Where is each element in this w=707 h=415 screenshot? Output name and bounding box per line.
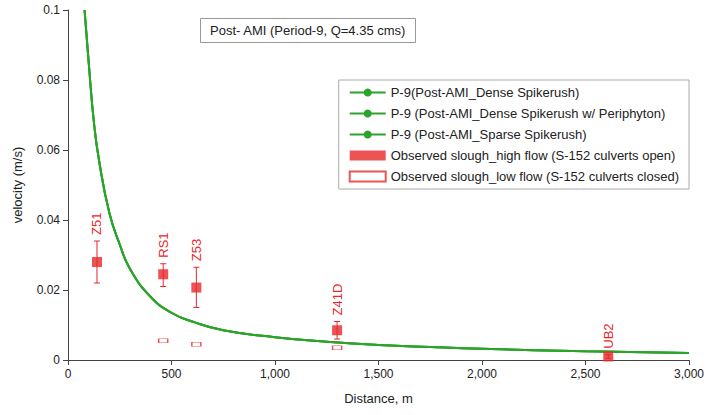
svg-text:P-9 (Post-AMI_Dense Spikerush: P-9 (Post-AMI_Dense Spikerush w/ Periphy… bbox=[391, 106, 666, 121]
svg-text:P-9(Post-AMI_Dense Spikerush): P-9(Post-AMI_Dense Spikerush) bbox=[391, 85, 580, 100]
svg-text:Z41D: Z41D bbox=[330, 284, 345, 316]
svg-text:Post- AMI (Period-9, Q=4.35 cm: Post- AMI (Period-9, Q=4.35 cms) bbox=[210, 23, 405, 38]
svg-text:UB2: UB2 bbox=[601, 323, 616, 348]
svg-text:0.08: 0.08 bbox=[37, 73, 61, 87]
svg-text:1,500: 1,500 bbox=[363, 367, 393, 381]
svg-text:P-9 (Post-AMI_Sparse Spikerush: P-9 (Post-AMI_Sparse Spikerush) bbox=[391, 127, 587, 142]
svg-text:3,000: 3,000 bbox=[674, 367, 704, 381]
svg-text:RS1: RS1 bbox=[156, 232, 171, 257]
svg-text:0.06: 0.06 bbox=[37, 143, 61, 157]
svg-text:Z53: Z53 bbox=[189, 239, 204, 261]
svg-text:0.04: 0.04 bbox=[37, 213, 61, 227]
svg-text:Observed slough_low flow (S-15: Observed slough_low flow (S-152 culverts… bbox=[391, 169, 679, 184]
svg-text:0.02: 0.02 bbox=[37, 283, 61, 297]
svg-text:500: 500 bbox=[161, 367, 181, 381]
svg-text:2,500: 2,500 bbox=[570, 367, 600, 381]
svg-text:0.1: 0.1 bbox=[43, 3, 60, 17]
svg-text:velocity (m/s): velocity (m/s) bbox=[10, 147, 25, 224]
svg-text:1,000: 1,000 bbox=[260, 367, 290, 381]
svg-text:Z51: Z51 bbox=[89, 213, 104, 235]
svg-text:0: 0 bbox=[65, 367, 72, 381]
svg-text:Distance, m: Distance, m bbox=[344, 391, 413, 406]
svg-text:Observed slough_high flow (S-1: Observed slough_high flow (S-152 culvert… bbox=[391, 148, 676, 163]
svg-text:2,000: 2,000 bbox=[467, 367, 497, 381]
svg-text:0: 0 bbox=[53, 353, 60, 367]
